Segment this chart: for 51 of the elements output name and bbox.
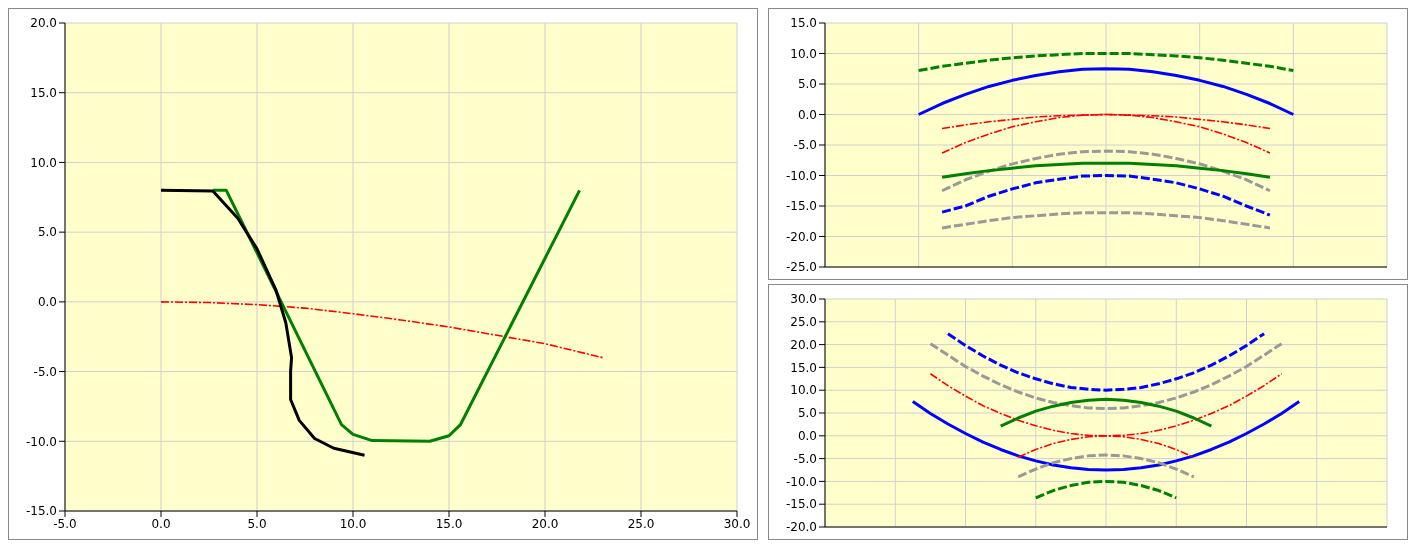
line-series — [940, 211, 1272, 230]
y-tick-label: 10.0 — [30, 155, 57, 170]
y-tick-label: 0.0 — [37, 295, 57, 310]
y-tick-label: -5.0 — [793, 138, 817, 153]
y-tick-label: 15.0 — [790, 16, 817, 31]
y-tick-label: 10.0 — [790, 383, 817, 398]
y-tick-label: -15.0 — [785, 497, 817, 512]
line-series — [159, 188, 367, 457]
x-tick-label: 0.0 — [151, 516, 171, 531]
line-series — [928, 342, 1284, 410]
line-series — [940, 161, 1272, 179]
y-tick-label: -20.0 — [785, 520, 817, 535]
x-tick-label: 10.0 — [339, 516, 367, 531]
y-tick-label: 25.0 — [790, 315, 817, 330]
y-tick-label: -5.0 — [793, 451, 817, 466]
y-tick-label: -10.0 — [785, 168, 817, 183]
y-tick-label: 0.0 — [797, 429, 817, 444]
y-tick-label: 15.0 — [30, 85, 57, 100]
line-series — [999, 397, 1213, 428]
x-tick-label: 5.0 — [247, 516, 267, 531]
line-series — [940, 149, 1272, 193]
y-tick-label: -5.0 — [33, 364, 57, 379]
y-tick-label: -15.0 — [25, 504, 57, 519]
y-tick-label: 10.0 — [790, 46, 817, 61]
x-tick-label: -5.0 — [53, 516, 77, 531]
line-series — [1016, 453, 1196, 479]
line-series — [940, 174, 1272, 217]
x-tick-label: 25.0 — [627, 516, 655, 531]
line-series — [160, 301, 604, 359]
y-tick-label: 15.0 — [790, 360, 817, 375]
line-series — [1034, 479, 1178, 500]
y-tick-label: -20.0 — [785, 229, 817, 244]
line-series — [917, 52, 1295, 73]
y-tick-label: 5.0 — [37, 225, 57, 240]
y-tick-label: -10.0 — [25, 434, 57, 449]
y-tick-label: -25.0 — [785, 260, 817, 275]
y-tick-label: 0.0 — [797, 107, 817, 122]
y-tick-label: 20.0 — [30, 16, 57, 31]
line-series — [911, 400, 1301, 472]
y-tick-label: -10.0 — [785, 474, 817, 489]
line-series — [941, 113, 1271, 154]
line-series — [917, 67, 1295, 116]
y-tick-label: 30.0 — [790, 292, 817, 307]
x-tick-label: 15.0 — [435, 516, 463, 531]
x-tick-label: 20.0 — [531, 516, 559, 531]
y-tick-label: 5.0 — [797, 77, 817, 92]
line-series — [946, 332, 1266, 392]
y-tick-label: -15.0 — [785, 199, 817, 214]
x-tick-label: 30.0 — [723, 516, 751, 531]
y-tick-label: 5.0 — [797, 406, 817, 421]
y-tick-label: 20.0 — [790, 337, 817, 352]
